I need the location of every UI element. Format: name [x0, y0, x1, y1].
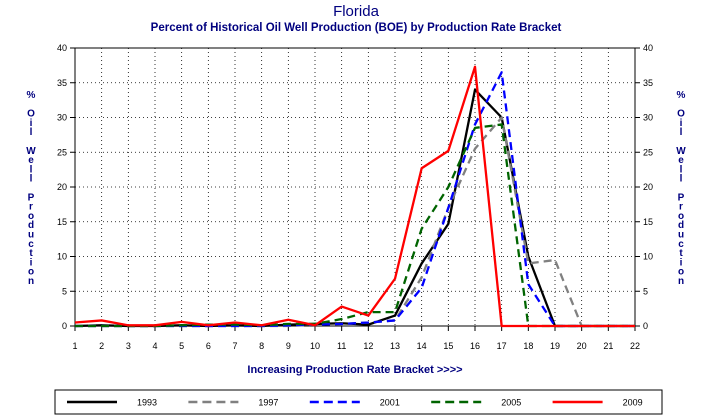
chart-subtitle: Percent of Historical Oil Well Productio… [151, 22, 562, 34]
y-axis-label-right-text-char: i [680, 118, 683, 129]
y-axis-label-left-text-char: i [30, 118, 33, 129]
y-axis-label-right-text-char: l [680, 174, 683, 185]
x-tick-label: 4 [152, 341, 157, 351]
x-tick-label: 7 [232, 341, 237, 351]
y-tick-label-right: 15 [643, 217, 653, 227]
y-tick-label-left: 10 [57, 252, 67, 262]
y-axis-label-left-text-char: d [28, 220, 34, 231]
x-tick-label: 18 [523, 341, 533, 351]
y-axis-label-right-text-char: i [680, 257, 683, 268]
y-axis-left: 0 5 10 15 20 25 30 35 40 [57, 43, 75, 331]
chart-title: Florida [333, 3, 380, 20]
series-line-2009 [74, 65, 635, 328]
y-axis-label-left-text-char: l [30, 127, 33, 138]
y-axis-label-right-text-char: c [678, 239, 684, 250]
y-axis-label-right-text-char: d [678, 220, 684, 231]
y-axis-label-left-text-char: t [29, 248, 33, 259]
y-tick-label-left: 25 [57, 147, 67, 157]
x-tick-label: 5 [179, 341, 184, 351]
y-axis-label-left-text-char: W [26, 146, 36, 157]
x-tick-label: 11 [337, 341, 346, 351]
y-axis-label-left-text-char: u [28, 230, 34, 241]
y-tick-label-right: 35 [643, 78, 653, 88]
y-tick-label-right: 5 [643, 286, 648, 296]
x-tick-label: 13 [390, 341, 400, 351]
x-tick-label: 12 [363, 341, 373, 351]
series-line-2005 [75, 123, 635, 328]
y-tick-label-left: 30 [57, 113, 67, 123]
y-axis-label-left-text-char: % [27, 90, 36, 101]
y-axis-label-right-text-char: W [676, 146, 686, 157]
y-tick-label-right: 20 [643, 182, 653, 192]
y-tick-label-left: 5 [62, 286, 67, 296]
y-axis-label-left-text-char: n [28, 276, 34, 287]
y-tick-label-right: 10 [643, 252, 653, 262]
y-axis-label-right-text-char: o [678, 211, 684, 222]
y-axis-label-right-text-char: t [679, 248, 683, 259]
legend-label-2005: 2005 [501, 398, 521, 408]
x-tick-label: 14 [417, 341, 427, 351]
x-tick-label: 21 [603, 341, 613, 351]
x-tick-label: 2 [99, 341, 104, 351]
series-lines [74, 65, 635, 328]
y-tick-label-left: 40 [57, 43, 67, 53]
y-axis-label-right-text-char: n [678, 276, 684, 287]
y-axis-label-left-text-char: c [28, 239, 34, 250]
y-axis-right: 0 5 10 15 20 25 30 35 40 [635, 43, 653, 331]
x-tick-label: 22 [630, 341, 640, 351]
x-tick-label: 16 [470, 341, 480, 351]
legend-label-2009: 2009 [623, 398, 643, 408]
y-tick-label-right: 0 [643, 321, 648, 331]
y-axis-label-right-text-char: O [677, 109, 685, 120]
x-tick-label: 17 [497, 341, 507, 351]
y-axis-label-left-text-char: o [28, 267, 34, 278]
x-tick-label: 20 [577, 341, 587, 351]
y-tick-label-right: 30 [643, 113, 653, 123]
y-tick-label-left: 0 [62, 321, 67, 331]
y-axis-label-left-text-char: P [28, 192, 35, 203]
y-axis-label-left-text-char: O [27, 109, 35, 120]
x-tick-label: 19 [550, 341, 560, 351]
x-tick-label: 9 [286, 341, 291, 351]
legend-label-1993: 1993 [137, 398, 157, 408]
y-axis-label-right-text-char: l [680, 127, 683, 138]
legend-label-2001: 2001 [380, 398, 400, 408]
y-tick-label-left: 15 [57, 217, 67, 227]
y-tick-label-right: 25 [643, 147, 653, 157]
y-axis-label-left-text-char: o [28, 211, 34, 222]
y-axis-label-left-text-char: l [30, 164, 33, 175]
grid-lines [75, 48, 635, 326]
x-tick-label: 10 [310, 341, 320, 351]
y-tick-label-left: 20 [57, 182, 67, 192]
x-axis-label: Increasing Production Rate Bracket >>>> [247, 364, 462, 376]
y-axis-label-right-text-char: u [678, 230, 684, 241]
y-tick-label-left: 35 [57, 78, 67, 88]
y-tick-label-right: 40 [643, 43, 653, 53]
x-tick-label: 6 [206, 341, 211, 351]
x-tick-label: 3 [126, 341, 131, 351]
y-axis-label-left-text-char: e [28, 155, 34, 166]
y-axis-label-right-text-char: e [678, 155, 684, 166]
y-axis-label-right-text-char: o [678, 267, 684, 278]
x-tick-label: 8 [259, 341, 264, 351]
y-axis-label-right-text-char: P [678, 192, 685, 203]
y-axis-label-right-text-char: r [679, 202, 683, 213]
legend: 1993 1997 2001 2005 2009 [54, 389, 663, 415]
legend-label-1997: 1997 [258, 398, 278, 408]
y-axis-label-left-text-char: l [30, 174, 33, 185]
y-axis-label-right-text-char: % [677, 90, 686, 101]
y-axis-label-left-text-char: i [30, 257, 33, 268]
x-axis: 1 2 3 4 5 6 7 8 9 10 11 12 13 14 15 16 17 18 19 20 21 22 [72, 326, 640, 351]
x-tick-label: 1 [72, 341, 77, 351]
y-axis-label-left-text-char: r [29, 202, 33, 213]
x-tick-label: 15 [443, 341, 453, 351]
y-axis-label-right-text-char: l [680, 164, 683, 175]
